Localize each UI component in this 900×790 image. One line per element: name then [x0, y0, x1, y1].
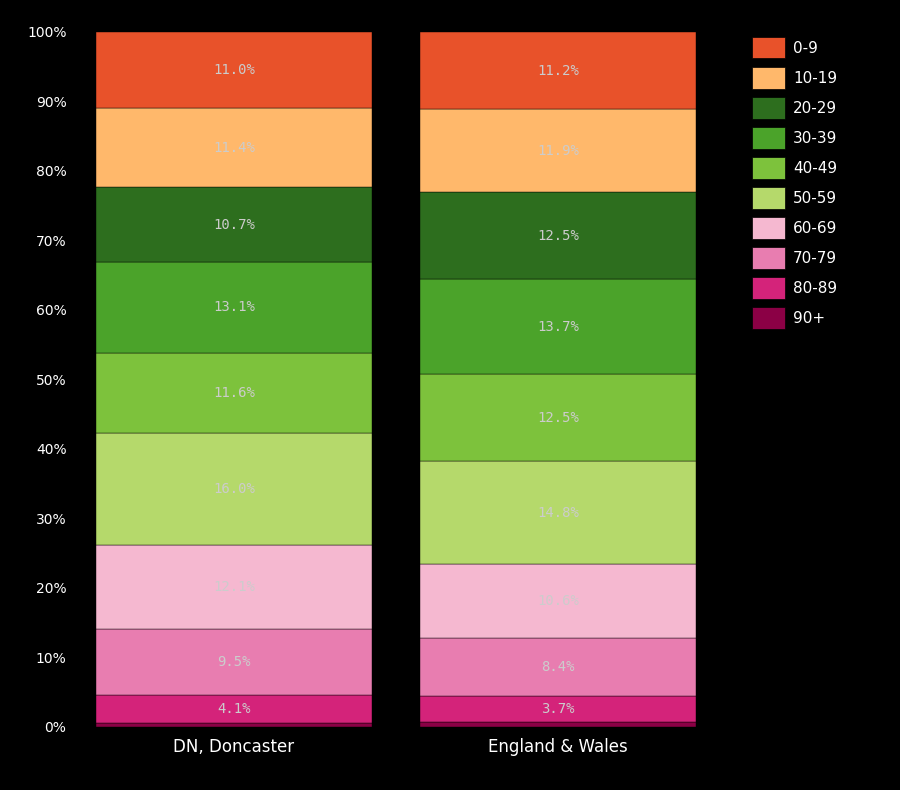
Bar: [96, 187, 372, 261]
Text: 10.6%: 10.6%: [537, 594, 579, 608]
Bar: [96, 695, 372, 724]
Bar: [420, 564, 696, 638]
Bar: [96, 434, 372, 544]
Bar: [420, 638, 696, 696]
Text: 12.5%: 12.5%: [537, 411, 579, 425]
Text: 8.4%: 8.4%: [541, 660, 575, 674]
Bar: [96, 32, 372, 108]
Text: 10.7%: 10.7%: [213, 217, 255, 231]
Bar: [420, 461, 696, 564]
Text: 14.8%: 14.8%: [537, 506, 579, 520]
Text: 12.1%: 12.1%: [213, 580, 255, 594]
Bar: [420, 110, 696, 192]
Bar: [96, 724, 372, 727]
Bar: [420, 279, 696, 374]
Text: 12.5%: 12.5%: [537, 228, 579, 243]
Text: 11.6%: 11.6%: [213, 386, 255, 400]
Text: 13.1%: 13.1%: [213, 300, 255, 314]
Bar: [420, 192, 696, 279]
Text: 11.0%: 11.0%: [213, 63, 255, 77]
Bar: [96, 629, 372, 695]
Bar: [420, 722, 696, 727]
Text: 13.7%: 13.7%: [537, 320, 579, 333]
Bar: [96, 261, 372, 353]
Bar: [96, 353, 372, 434]
Bar: [420, 32, 696, 110]
Text: 11.9%: 11.9%: [537, 144, 579, 158]
Bar: [420, 374, 696, 461]
Text: 11.4%: 11.4%: [213, 141, 255, 155]
Text: 4.1%: 4.1%: [217, 702, 251, 716]
Text: 11.2%: 11.2%: [537, 63, 579, 77]
Text: 3.7%: 3.7%: [541, 702, 575, 716]
Bar: [420, 696, 696, 722]
Text: 16.0%: 16.0%: [213, 482, 255, 496]
Bar: [96, 108, 372, 187]
Bar: [96, 544, 372, 629]
Legend: 0-9, 10-19, 20-29, 30-39, 40-49, 50-59, 60-69, 70-79, 80-89, 90+: 0-9, 10-19, 20-29, 30-39, 40-49, 50-59, …: [747, 32, 842, 333]
Text: 9.5%: 9.5%: [217, 655, 251, 669]
